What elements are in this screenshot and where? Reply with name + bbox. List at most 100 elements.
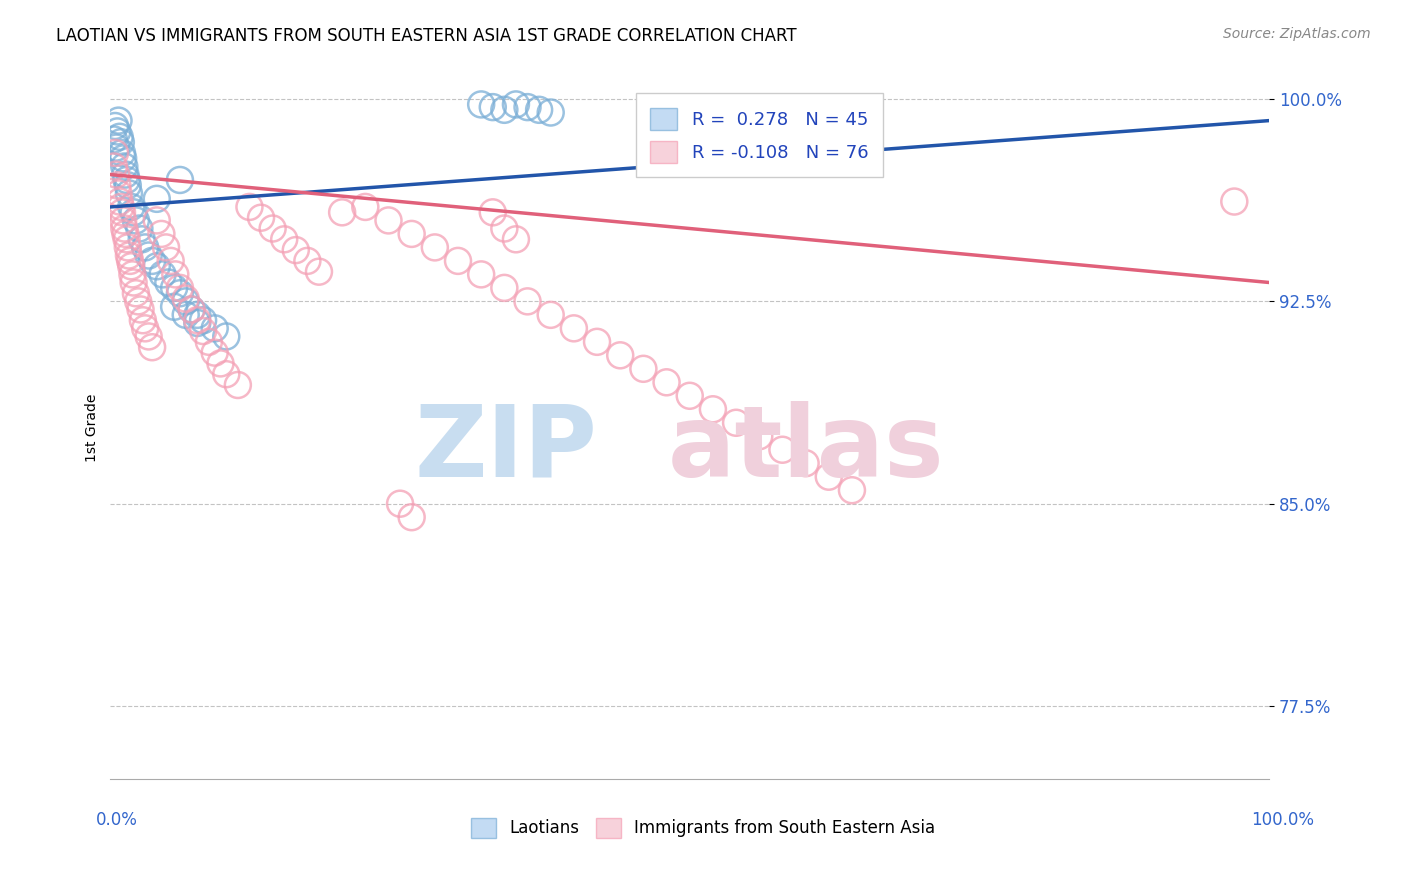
Point (114, 168, 136, 182)
Point (110, 135, 132, 149)
Point (679, 389, 702, 403)
Point (107, 113, 129, 128)
Text: Source: ZipAtlas.com: Source: ZipAtlas.com (1223, 27, 1371, 41)
Point (134, 321, 156, 335)
Point (145, 260, 167, 274)
Point (470, 268, 492, 282)
Point (105, 124, 128, 138)
Point (114, 227, 136, 241)
Point (198, 334, 221, 349)
Point (157, 276, 180, 290)
Point (145, 213, 167, 227)
Point (103, 160, 125, 174)
Point (494, 281, 516, 295)
Point (470, 97, 492, 112)
Point (540, 308, 562, 322)
Point (725, 416, 748, 430)
Point (180, 302, 202, 317)
Point (481, 100, 503, 114)
Point (155, 240, 177, 254)
Point (226, 378, 249, 392)
Point (103, 132, 125, 146)
Point (204, 321, 226, 335)
Point (354, 200, 377, 214)
Point (297, 253, 319, 268)
Point (120, 200, 142, 214)
Point (494, 221, 516, 235)
Point (159, 253, 181, 268)
Point (586, 334, 609, 349)
Point (794, 456, 817, 470)
Point (112, 213, 135, 227)
Point (105, 168, 128, 182)
Point (215, 329, 238, 343)
Point (118, 248, 141, 262)
Point (494, 103, 516, 117)
Point (562, 321, 585, 335)
Point (209, 356, 232, 370)
Point (134, 240, 156, 254)
Point (841, 483, 863, 498)
Point (174, 292, 197, 306)
Point (481, 205, 503, 219)
Point (141, 340, 163, 354)
Point (748, 429, 770, 443)
Point (186, 313, 208, 327)
Point (401, 510, 423, 524)
Point (141, 253, 163, 268)
Text: ZIP: ZIP (415, 401, 598, 498)
Point (129, 302, 152, 317)
Point (308, 265, 330, 279)
Point (505, 97, 527, 112)
Point (284, 243, 307, 257)
Point (120, 253, 142, 268)
Text: LAOTIAN VS IMMIGRANTS FROM SOUTH EASTERN ASIA 1ST GRADE CORRELATION CHART: LAOTIAN VS IMMIGRANTS FROM SOUTH EASTERN… (56, 27, 797, 45)
Point (115, 173, 138, 187)
Point (273, 232, 295, 246)
Point (447, 253, 470, 268)
Point (633, 361, 655, 376)
Point (770, 442, 793, 457)
Point (423, 240, 446, 254)
Point (111, 205, 134, 219)
Point (169, 281, 191, 295)
Point (132, 313, 155, 327)
Legend: R =  0.278   N = 45, R = -0.108   N = 76: R = 0.278 N = 45, R = -0.108 N = 76 (636, 94, 883, 178)
Point (516, 100, 538, 114)
Point (145, 192, 167, 206)
Point (118, 186, 141, 201)
Point (105, 140, 128, 154)
Point (138, 329, 160, 343)
Point (128, 221, 150, 235)
Point (204, 345, 226, 359)
Point (191, 313, 214, 327)
Point (169, 286, 191, 301)
Point (117, 240, 139, 254)
Point (262, 221, 284, 235)
Point (609, 348, 631, 362)
Point (186, 308, 208, 322)
Text: atlas: atlas (668, 401, 943, 498)
Point (817, 469, 839, 483)
Point (163, 300, 186, 314)
Point (163, 281, 186, 295)
Text: 100.0%: 100.0% (1251, 811, 1315, 829)
Point (121, 268, 143, 282)
Point (169, 173, 191, 187)
Point (104, 146, 127, 161)
Point (111, 146, 134, 161)
Point (108, 129, 131, 144)
Point (112, 160, 135, 174)
Point (110, 200, 132, 214)
Point (401, 227, 423, 241)
Point (174, 294, 197, 309)
Legend: Laotians, Immigrants from South Eastern Asia: Laotians, Immigrants from South Eastern … (463, 809, 943, 847)
Point (215, 368, 238, 382)
Point (122, 276, 145, 290)
Point (125, 286, 148, 301)
Point (107, 186, 129, 201)
Point (702, 402, 724, 417)
Point (115, 232, 138, 246)
Point (174, 308, 197, 322)
Point (150, 227, 173, 241)
